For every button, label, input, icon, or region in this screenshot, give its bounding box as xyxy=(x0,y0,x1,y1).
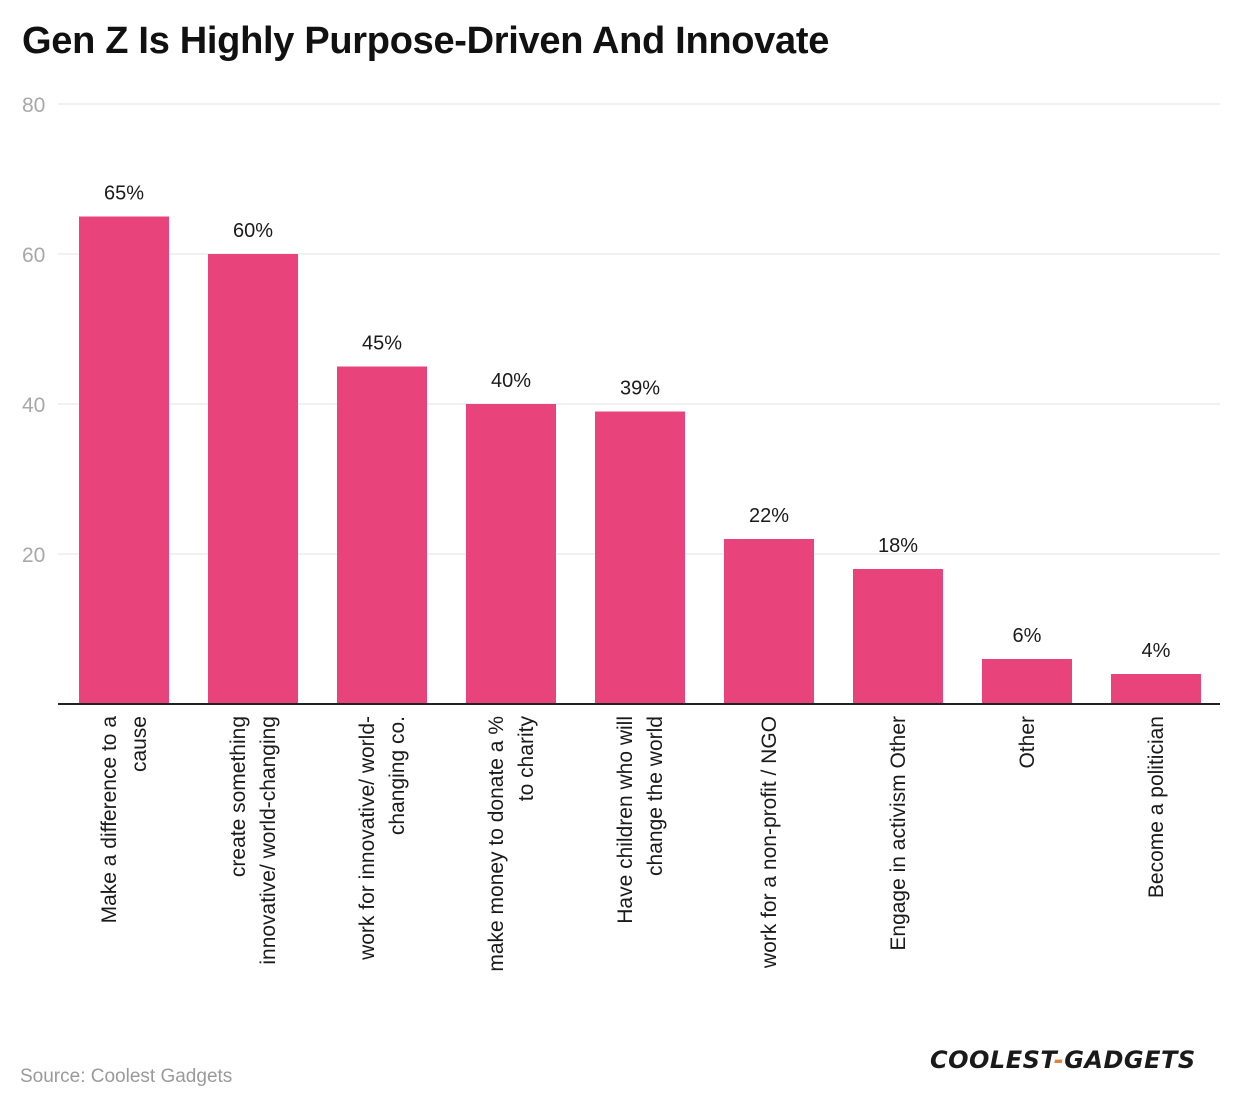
bar xyxy=(853,569,943,704)
y-tick-label: 60 xyxy=(22,244,45,267)
x-tick-label: Become a politician xyxy=(1145,716,1168,898)
bar xyxy=(208,254,298,704)
data-label: 65% xyxy=(104,183,144,205)
logo-dash: - xyxy=(1053,1046,1065,1074)
bar xyxy=(79,216,169,704)
x-tick-label: change the world xyxy=(644,716,667,876)
x-tick-label: to charity xyxy=(515,716,538,802)
bar xyxy=(595,411,685,704)
bar-chart: 20 40 60 80 65% Make a difference to a cause 60… xyxy=(22,94,1220,972)
x-tick-label: Other xyxy=(1016,716,1039,769)
x-tick-label: innovative/ world-changing xyxy=(257,716,280,965)
data-label: 18% xyxy=(878,535,918,557)
x-tick-label: make money to donate a % xyxy=(485,716,508,972)
x-tick-label: work for innovative/ world- xyxy=(356,716,379,961)
x-tick-label: Have children who will xyxy=(614,716,637,924)
bar xyxy=(466,404,556,704)
x-tick-label: Engage in activism Other xyxy=(887,716,910,951)
y-tick-label: 40 xyxy=(22,394,45,417)
y-tick-label: 20 xyxy=(22,544,45,567)
logo-left: COOLEST xyxy=(930,1046,1054,1074)
data-label: 60% xyxy=(233,220,273,242)
chart-title: Gen Z Is Highly Purpose-Driven And Innov… xyxy=(22,20,830,62)
brand-logo: COOLEST-GADGETS xyxy=(930,1046,1196,1074)
bar xyxy=(724,539,814,704)
x-tick-label: cause xyxy=(128,716,151,772)
logo-right: GADGETS xyxy=(1064,1046,1196,1074)
data-label: 4% xyxy=(1142,640,1171,662)
source-note: Source: Coolest Gadgets xyxy=(20,1066,233,1087)
x-tick-label: Make a difference to a xyxy=(98,716,121,924)
bar xyxy=(982,659,1072,704)
x-tick-label: changing co. xyxy=(386,716,409,835)
y-tick-label: 80 xyxy=(22,94,45,117)
data-label: 45% xyxy=(362,333,402,355)
data-label: 40% xyxy=(491,370,531,392)
x-tick-label: work for a non-profit / NGO xyxy=(758,716,781,969)
data-label: 39% xyxy=(620,378,660,400)
x-tick-label: create something xyxy=(227,716,250,877)
data-label: 6% xyxy=(1013,625,1042,647)
bar xyxy=(1111,674,1201,704)
data-label: 22% xyxy=(749,505,789,527)
bar xyxy=(337,366,427,704)
